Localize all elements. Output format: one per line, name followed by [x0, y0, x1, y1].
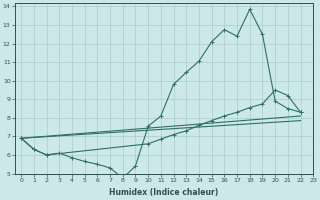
X-axis label: Humidex (Indice chaleur): Humidex (Indice chaleur) [109, 188, 219, 197]
